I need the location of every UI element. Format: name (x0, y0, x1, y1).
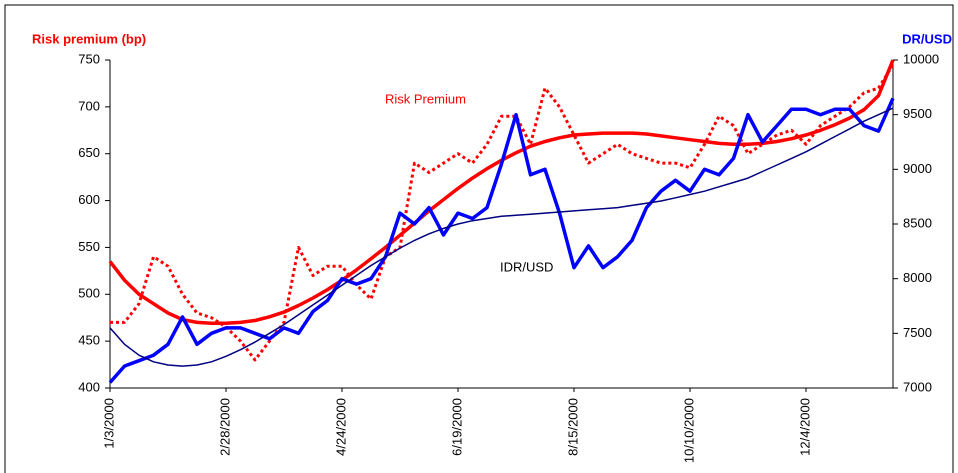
x-tick-label: 8/15/2000 (565, 398, 580, 456)
y2-tick-label: 8500 (903, 215, 932, 230)
y-tick-label: 450 (78, 333, 100, 348)
y-tick-label: 650 (78, 145, 100, 160)
y-axis-label: Risk premium (bp) (32, 31, 146, 46)
x-tick-label: 2/28/2000 (217, 398, 232, 456)
annotation: Risk Premium (385, 91, 466, 106)
series-line (110, 63, 895, 362)
y-tick-label: 400 (78, 379, 100, 394)
series-line (109, 107, 894, 367)
x-tick-label: 6/19/2000 (449, 398, 464, 456)
y2-axis-label: DR/USD (902, 31, 952, 46)
frame (4, 4, 954, 473)
x-tick-label: 10/10/2000 (681, 398, 696, 463)
y2-tick-label: 7500 (903, 325, 932, 340)
y2-tick-label: 8000 (903, 270, 932, 285)
x-tick-label: 12/4/2000 (797, 398, 812, 456)
x-tick-label: 4/24/2000 (333, 398, 348, 456)
y-tick-label: 700 (78, 98, 100, 113)
x-tick-label: 1/3/2000 (101, 398, 116, 449)
y2-tick-label: 9000 (903, 161, 932, 176)
annotation: IDR/USD (500, 259, 553, 274)
y-tick-label: 500 (78, 286, 100, 301)
y2-tick-label: 10000 (903, 51, 939, 66)
y-tick-label: 750 (78, 51, 100, 66)
y-tick-label: 550 (78, 239, 100, 254)
y2-tick-label: 9500 (903, 106, 932, 121)
series-line (108, 97, 895, 384)
y2-tick-label: 7000 (903, 379, 932, 394)
y-tick-label: 600 (78, 192, 100, 207)
